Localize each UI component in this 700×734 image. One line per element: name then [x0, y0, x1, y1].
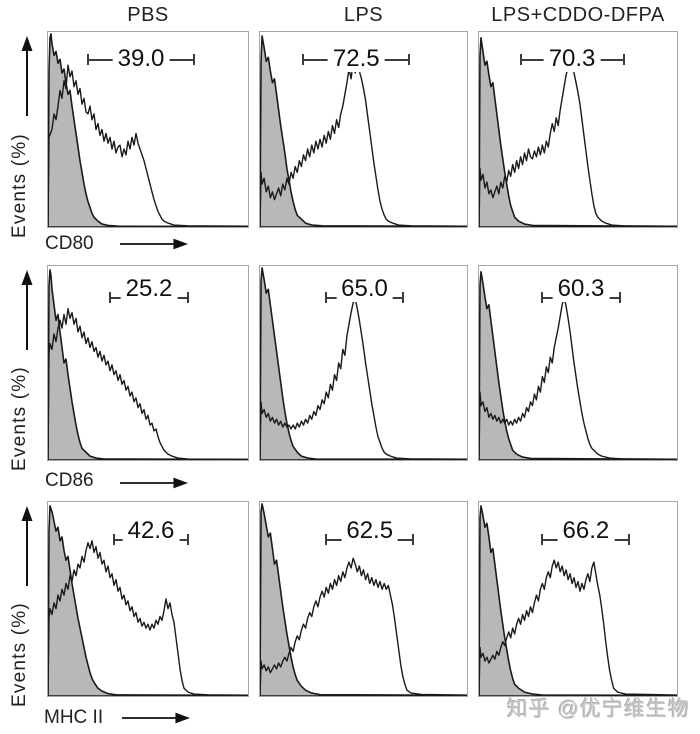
control-histogram — [479, 38, 677, 227]
sample-histogram — [48, 541, 248, 696]
gate-tick — [541, 292, 544, 304]
x-axis-label-mhcii: MHC II — [44, 707, 104, 728]
gate-percentage: 25.2 — [120, 276, 178, 303]
gate-percentage: 39.0 — [112, 46, 170, 73]
sample-histogram — [260, 59, 467, 227]
histogram-panel-cd80-lps-cddo-dfpa: 70.3 — [478, 31, 678, 228]
gate-percentage: 70.3 — [543, 46, 601, 73]
y-axis-label: Events (%) — [9, 366, 30, 471]
x-axis-label-cd80: CD80 — [45, 233, 94, 254]
histogram-plot — [479, 266, 677, 460]
histogram-plot — [479, 502, 677, 696]
sample-histogram — [260, 299, 467, 460]
histogram-panel-cd86-lps-cddo-dfpa: 60.3 — [478, 265, 678, 461]
gate-percentage: 66.2 — [557, 517, 615, 544]
histogram-plot — [260, 266, 467, 460]
gate-tick — [109, 292, 111, 304]
histogram-plot — [260, 502, 467, 696]
histogram-plot — [48, 266, 248, 460]
gate-tick — [622, 54, 625, 66]
histogram-panel-cd80-pbs: 39.0 — [47, 31, 249, 228]
gate-tick — [113, 533, 115, 545]
column-title-lps: LPS — [343, 4, 384, 26]
gate-percentage: 62.5 — [341, 517, 399, 544]
gate-percentage: 72.5 — [327, 46, 385, 73]
y-axis-label: Events (%) — [9, 602, 30, 707]
x-axis-arrow-icon — [120, 477, 188, 489]
control-histogram — [260, 268, 467, 460]
x-axis-arrow-icon — [122, 712, 190, 724]
gate-tick — [87, 54, 89, 66]
control-histogram — [479, 506, 677, 696]
gate-tick — [302, 54, 305, 66]
gate-tick — [401, 292, 404, 304]
histogram-panel-cd86-lps: 65.0 — [259, 265, 468, 461]
control-histogram — [260, 504, 467, 696]
x-axis-arrow-icon — [120, 238, 188, 250]
histogram-plot — [260, 32, 467, 227]
gate-tick — [412, 533, 415, 545]
y-axis-arrow-icon — [21, 36, 33, 116]
histogram-plot — [48, 32, 248, 227]
sample-histogram — [260, 558, 467, 696]
y-axis-arrow-icon — [21, 506, 33, 586]
gate-tick — [187, 292, 189, 304]
x-axis-label-cd86: CD86 — [45, 470, 94, 491]
histogram-panel-mhcii-pbs: 42.6 — [47, 501, 249, 697]
histogram-panel-mhcii-lps-cddo-dfpa: 66.2 — [478, 501, 678, 697]
control-histogram — [260, 36, 467, 227]
gate-percentage: 65.0 — [336, 276, 393, 303]
control-histogram — [48, 506, 248, 696]
histogram-panel-mhcii-lps: 62.5 — [259, 501, 468, 697]
column-title-lps-cddo-dfpa: LPS+CDDO-DFPA — [491, 4, 665, 26]
gate-percentage: 42.6 — [122, 517, 180, 544]
histogram-panel-cd86-pbs: 25.2 — [47, 265, 249, 461]
gate-tick — [541, 533, 544, 545]
histogram-plot — [48, 502, 248, 696]
watermark: 知乎 @优宁维生物 — [507, 698, 691, 721]
gate-tick — [618, 292, 621, 304]
gate-tick — [325, 292, 328, 304]
gate-tick — [628, 533, 631, 545]
y-axis-arrow-icon — [21, 270, 33, 350]
sample-histogram — [479, 560, 677, 696]
gate-tick — [325, 533, 328, 545]
sample-histogram — [479, 57, 677, 227]
histogram-panel-cd80-lps: 72.5 — [259, 31, 468, 228]
gate-tick — [408, 54, 411, 66]
gate-tick — [193, 54, 195, 66]
control-histogram — [479, 272, 677, 460]
gate-tick — [519, 54, 522, 66]
control-histogram — [48, 270, 248, 460]
histogram-plot — [479, 32, 677, 227]
sample-histogram — [479, 297, 677, 460]
gate-percentage: 60.3 — [552, 276, 610, 303]
sample-histogram — [48, 309, 248, 460]
column-title-pbs: PBS — [127, 4, 169, 26]
control-histogram — [48, 34, 248, 227]
y-axis-label: Events (%) — [9, 133, 30, 238]
sample-histogram — [48, 65, 248, 227]
gate-tick — [187, 533, 189, 545]
